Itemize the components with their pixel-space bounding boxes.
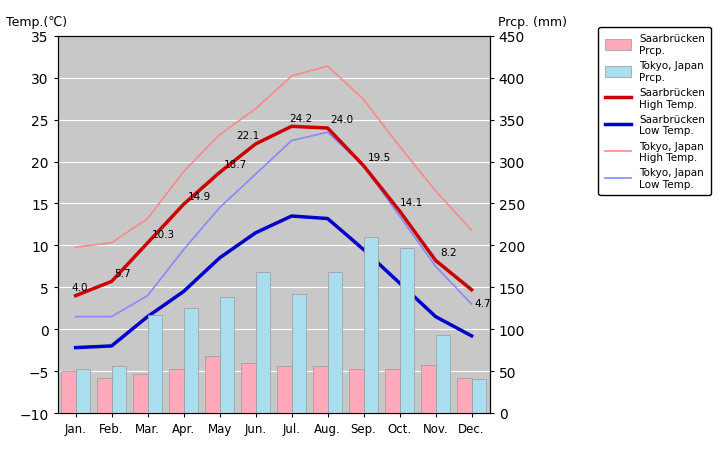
Bar: [205, 356, 220, 413]
Bar: [364, 237, 378, 413]
Bar: [313, 366, 328, 413]
Text: 14.9: 14.9: [188, 191, 211, 202]
Text: 24.0: 24.0: [330, 115, 354, 125]
Bar: [349, 369, 364, 413]
Text: 4.0: 4.0: [71, 282, 88, 292]
Bar: [133, 375, 148, 413]
Bar: [241, 363, 256, 413]
Bar: [457, 378, 472, 413]
Text: 8.2: 8.2: [440, 247, 456, 257]
Bar: [421, 365, 436, 413]
Bar: [61, 371, 76, 413]
Text: 14.1: 14.1: [400, 198, 423, 208]
Text: 24.2: 24.2: [289, 113, 312, 123]
Text: 4.7: 4.7: [474, 299, 491, 309]
Legend: Saarbrücken
Prcp., Tokyo, Japan
Prcp., Saarbrücken
High Temp., Saarbrücken
Low T: Saarbrücken Prcp., Tokyo, Japan Prcp., S…: [598, 28, 711, 196]
Text: 18.7: 18.7: [224, 160, 247, 169]
Bar: [220, 298, 234, 413]
Bar: [148, 315, 162, 413]
Bar: [436, 336, 450, 413]
Text: Prcp. (mm): Prcp. (mm): [498, 16, 567, 29]
Bar: [277, 366, 292, 413]
Text: 5.7: 5.7: [114, 268, 131, 278]
Bar: [292, 294, 306, 413]
Text: Temp.(℃): Temp.(℃): [6, 16, 67, 29]
Text: 10.3: 10.3: [152, 230, 175, 240]
Bar: [112, 366, 126, 413]
Bar: [184, 308, 198, 413]
Text: 19.5: 19.5: [368, 153, 391, 163]
Bar: [256, 273, 270, 413]
Text: 22.1: 22.1: [236, 131, 259, 141]
Bar: [76, 369, 90, 413]
Bar: [328, 273, 342, 413]
Bar: [97, 378, 112, 413]
Bar: [472, 380, 486, 413]
Bar: [385, 369, 400, 413]
Bar: [400, 248, 414, 413]
Bar: [169, 369, 184, 413]
